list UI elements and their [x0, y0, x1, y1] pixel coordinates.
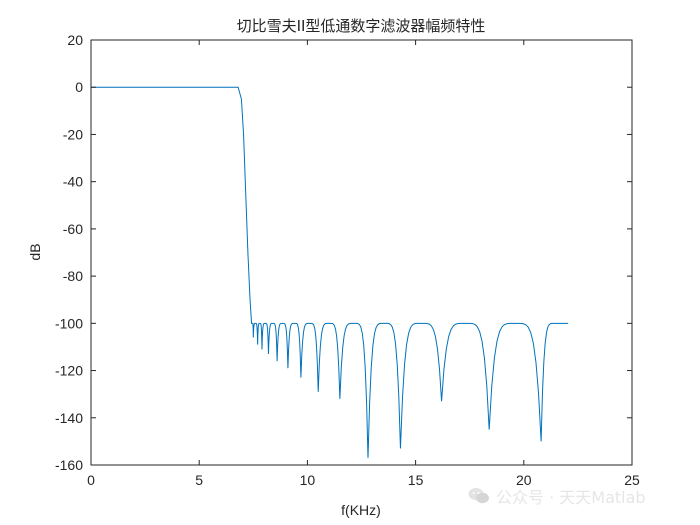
x-tick-label: 25	[624, 472, 640, 488]
y-tick-label: -120	[55, 363, 83, 379]
y-axis-label: dB	[27, 243, 43, 260]
watermark: 公众号 · 天天Matlab	[468, 484, 646, 508]
axes-box	[90, 39, 633, 466]
chart-title: 切比雪夫II型低通数字滤波器幅频特性	[237, 17, 486, 35]
response-line	[91, 86, 569, 458]
x-tick-label: 5	[195, 472, 203, 488]
y-tick-label: -160	[55, 457, 83, 473]
y-tick-label: -80	[63, 268, 83, 284]
y-tick-label: -100	[55, 315, 83, 331]
y-tick-label: 20	[67, 32, 83, 48]
y-tick-label: -140	[55, 410, 83, 426]
y-tick-label: -60	[63, 221, 83, 237]
wechat-icon	[468, 488, 489, 504]
x-tick-label: 0	[87, 472, 95, 488]
y-tick-label: 0	[75, 79, 83, 95]
x-tick-label: 10	[300, 472, 316, 488]
plot-area	[91, 40, 632, 465]
y-tick-label: -40	[63, 174, 83, 190]
x-axis-label: f(KHz)	[341, 502, 381, 518]
axes: 0 5 10 15 20 25 20 0 -20 -40 -60 -80 -100 -120 -140 -16…	[55, 32, 640, 488]
x-tick-label: 15	[408, 472, 424, 488]
x-tick-label: 20	[516, 472, 532, 488]
y-tick-label: -20	[63, 126, 83, 142]
watermark-text: 公众号 · 天天Matlab	[496, 488, 646, 507]
